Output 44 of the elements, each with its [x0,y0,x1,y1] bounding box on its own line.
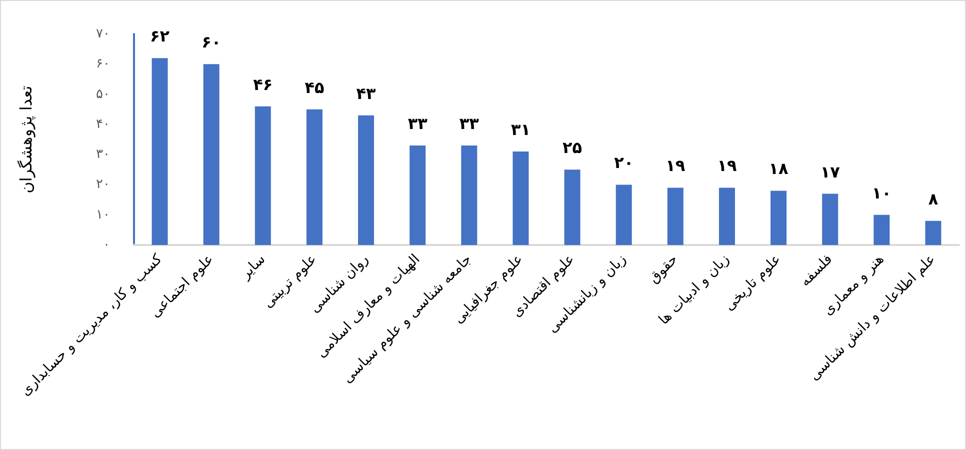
bar [358,115,374,245]
data-label: ۱۹ [666,156,686,176]
data-label: ۳۳ [459,114,480,134]
bar [512,152,529,245]
bar [461,146,478,245]
data-label: ۶۰ [202,32,222,52]
bar [718,188,735,245]
data-label: ۴۳ [356,84,376,103]
x-tick-label: فلسفه [797,251,836,290]
y-tick-label: ۶۰ [96,56,110,72]
y-tick-label: ۲۰ [96,177,110,192]
y-axis-title: تعدا پژوهشگران [16,86,36,194]
y-tick-label: ۵۰ [96,86,110,102]
data-label: ۲۰ [614,153,634,172]
bar [874,214,890,245]
y-tick-label: ۱۰ [96,207,110,222]
bar [564,170,580,245]
data-label: ۴۶ [253,74,273,94]
data-label: ۴۵ [304,78,324,97]
bar [152,58,168,245]
bar [203,64,220,245]
y-tick-label: ۴۰ [96,116,110,132]
data-label: ۱۰ [872,183,892,202]
y-tick-label: ۷۰ [96,26,110,42]
bar [306,109,322,245]
data-label: ۶۲ [150,26,170,46]
bar [667,188,684,245]
data-label: ۱۸ [768,159,789,178]
data-label: ۱۷ [820,162,840,182]
x-tick-label: حقوق [646,251,682,287]
bar [616,184,632,245]
x-tick-label: سایر [237,251,269,283]
data-label: ۱۹ [717,156,737,176]
data-label: ۸ [928,189,938,208]
bar [770,190,787,245]
data-label: ۳۳ [408,114,428,134]
bar [410,146,426,245]
bar [822,194,838,245]
data-label: ۳۱ [510,120,530,140]
data-label: ۲۵ [562,138,582,158]
y-tick-label: ۰ [103,238,110,252]
y-tick-label: ۳۰ [96,147,110,162]
bar [254,106,271,245]
bar [925,220,942,245]
